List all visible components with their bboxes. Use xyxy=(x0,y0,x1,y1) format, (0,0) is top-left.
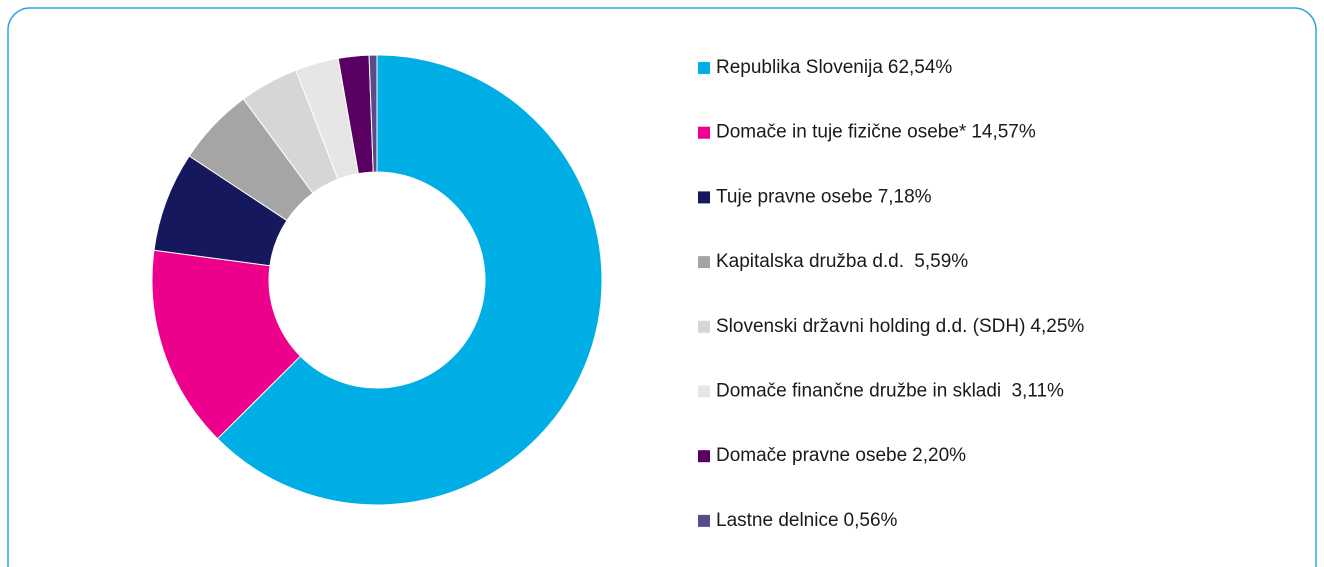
legend-name: Domače pravne osebe xyxy=(716,445,907,466)
donut-slice xyxy=(368,54,378,173)
legend-swatch xyxy=(698,256,710,269)
legend-label: Republika Slovenija 62,54% xyxy=(716,57,952,78)
legend-swatch xyxy=(698,126,710,139)
legend-value: 4,25% xyxy=(1030,316,1084,337)
legend-swatch xyxy=(698,62,710,74)
legend-value: 62,54% xyxy=(888,57,953,78)
legend-swatch xyxy=(698,514,710,527)
frame xyxy=(7,7,1317,567)
legend-value: 7,18% xyxy=(878,186,932,207)
legend-name: Tuje pravne osebe xyxy=(716,186,873,207)
legend-name: Domače finančne družbe in skladi xyxy=(716,381,1006,402)
legend-swatch xyxy=(698,385,710,398)
legend-label: Tuje pravne osebe 7,18% xyxy=(716,186,932,207)
legend-value: 5,59% xyxy=(914,251,968,272)
legend-name: Kapitalska družba d.d. xyxy=(716,251,909,272)
legend-name: Lastne delnice xyxy=(716,510,839,531)
legend-value: 14,57% xyxy=(971,122,1036,143)
legend-name: Domače in tuje fizične osebe* xyxy=(716,122,967,143)
legend-name: Republika Slovenija xyxy=(716,57,883,78)
legend-value: 0,56% xyxy=(844,510,898,531)
legend-swatch xyxy=(698,191,710,204)
legend-label: Lastne delnice 0,56% xyxy=(716,510,898,531)
legend-name: Slovenski državni holding d.d. (SDH) xyxy=(716,316,1025,337)
legend-value: 2,20% xyxy=(912,445,966,466)
legend-value: 3,11% xyxy=(1011,381,1064,402)
legend-swatch xyxy=(698,320,710,333)
legend-label: Kapitalska družba d.d. 5,59% xyxy=(716,251,968,272)
legend-label: Domače pravne osebe 2,20% xyxy=(716,445,966,466)
legend-label: Slovenski državni holding d.d. (SDH) 4,25… xyxy=(716,316,1084,337)
legend-swatch xyxy=(698,450,710,463)
donut-slice xyxy=(151,249,302,440)
legend-label: Domače finančne družbe in skladi 3,11% xyxy=(716,381,1064,402)
donut-slice xyxy=(216,54,603,506)
legend-label: Domače in tuje fizične osebe* 14,57% xyxy=(716,122,1036,143)
